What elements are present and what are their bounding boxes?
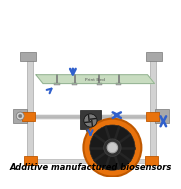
- Bar: [146, 52, 162, 61]
- Text: Print Bed: Print Bed: [85, 78, 105, 82]
- Bar: [33, 118, 150, 119]
- Bar: [20, 52, 36, 61]
- Circle shape: [90, 125, 135, 170]
- Circle shape: [104, 139, 121, 156]
- Bar: [111, 114, 114, 165]
- Polygon shape: [36, 75, 155, 84]
- Bar: [150, 55, 156, 161]
- Circle shape: [18, 114, 22, 118]
- Bar: [24, 156, 37, 165]
- Bar: [27, 55, 33, 161]
- Bar: [116, 83, 121, 85]
- Bar: [33, 115, 150, 116]
- Bar: [22, 112, 35, 121]
- Bar: [33, 159, 150, 163]
- Text: Additive manufactured biosensors: Additive manufactured biosensors: [9, 163, 172, 172]
- Bar: [80, 110, 101, 129]
- Bar: [155, 109, 169, 123]
- Circle shape: [107, 142, 118, 153]
- Circle shape: [84, 114, 97, 127]
- Bar: [33, 116, 150, 118]
- Bar: [97, 83, 102, 85]
- Bar: [54, 83, 60, 85]
- Bar: [13, 109, 27, 123]
- Circle shape: [16, 112, 24, 120]
- Bar: [146, 112, 159, 121]
- Polygon shape: [86, 129, 95, 135]
- Bar: [145, 156, 158, 165]
- Circle shape: [83, 119, 141, 177]
- Bar: [72, 83, 77, 85]
